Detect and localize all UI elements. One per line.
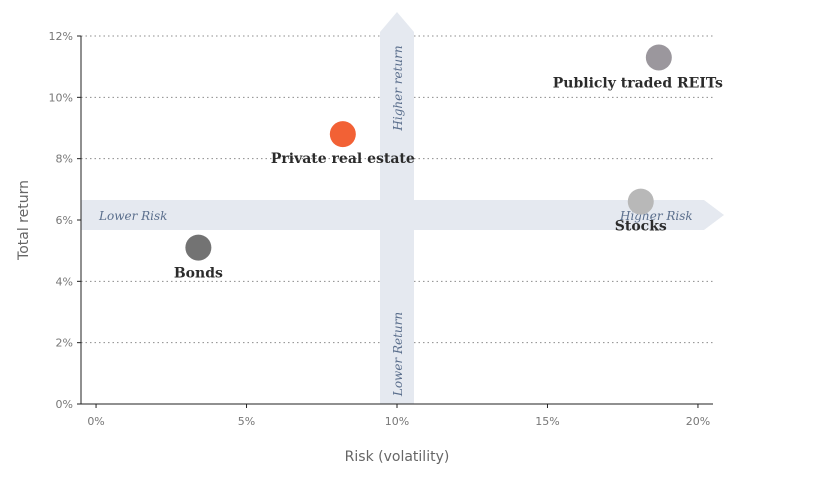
y-tick-label: 0%: [56, 398, 73, 411]
y-axis-title: Total return: [16, 180, 32, 261]
x-tick-label: 20%: [686, 415, 710, 428]
x-tick-label: 10%: [385, 415, 409, 428]
x-tick-labels: 0% 5% 10% 15% 20%: [87, 404, 710, 428]
x-tick-label: 15%: [535, 415, 559, 428]
data-points: Bonds Private real estate Publicly traded …: [174, 44, 723, 282]
y-tick-label: 12%: [49, 30, 73, 43]
y-tick-labels: 0% 2% 4% 6% 8% 10% 12%: [49, 30, 81, 411]
y-tick-label: 2%: [56, 337, 73, 350]
risk-return-arrows: Lower Risk Higher Risk Higher return Low…: [81, 12, 724, 404]
data-point-label: Publicly traded REITs: [553, 75, 723, 91]
data-point: [645, 44, 672, 71]
x-tick-label: 0%: [87, 415, 104, 428]
data-point-label: Bonds: [174, 266, 223, 282]
data-point-label: Private real estate: [271, 151, 415, 167]
x-axis-title: Risk (volatility): [345, 449, 450, 465]
y-tick-label: 4%: [56, 275, 73, 288]
data-point: [185, 234, 212, 261]
lower-risk-label: Lower Risk: [98, 209, 167, 223]
y-tick-label: 8%: [56, 153, 73, 166]
higher-return-label: Higher return: [391, 45, 405, 131]
data-point: [627, 188, 654, 215]
y-tick-label: 6%: [56, 214, 73, 227]
y-tick-label: 10%: [49, 91, 73, 104]
x-tick-label: 5%: [238, 415, 255, 428]
lower-return-label: Lower Return: [391, 312, 405, 397]
vertical-return-arrow: [380, 12, 414, 404]
data-point: [329, 121, 356, 148]
data-point-label: Stocks: [615, 219, 667, 235]
